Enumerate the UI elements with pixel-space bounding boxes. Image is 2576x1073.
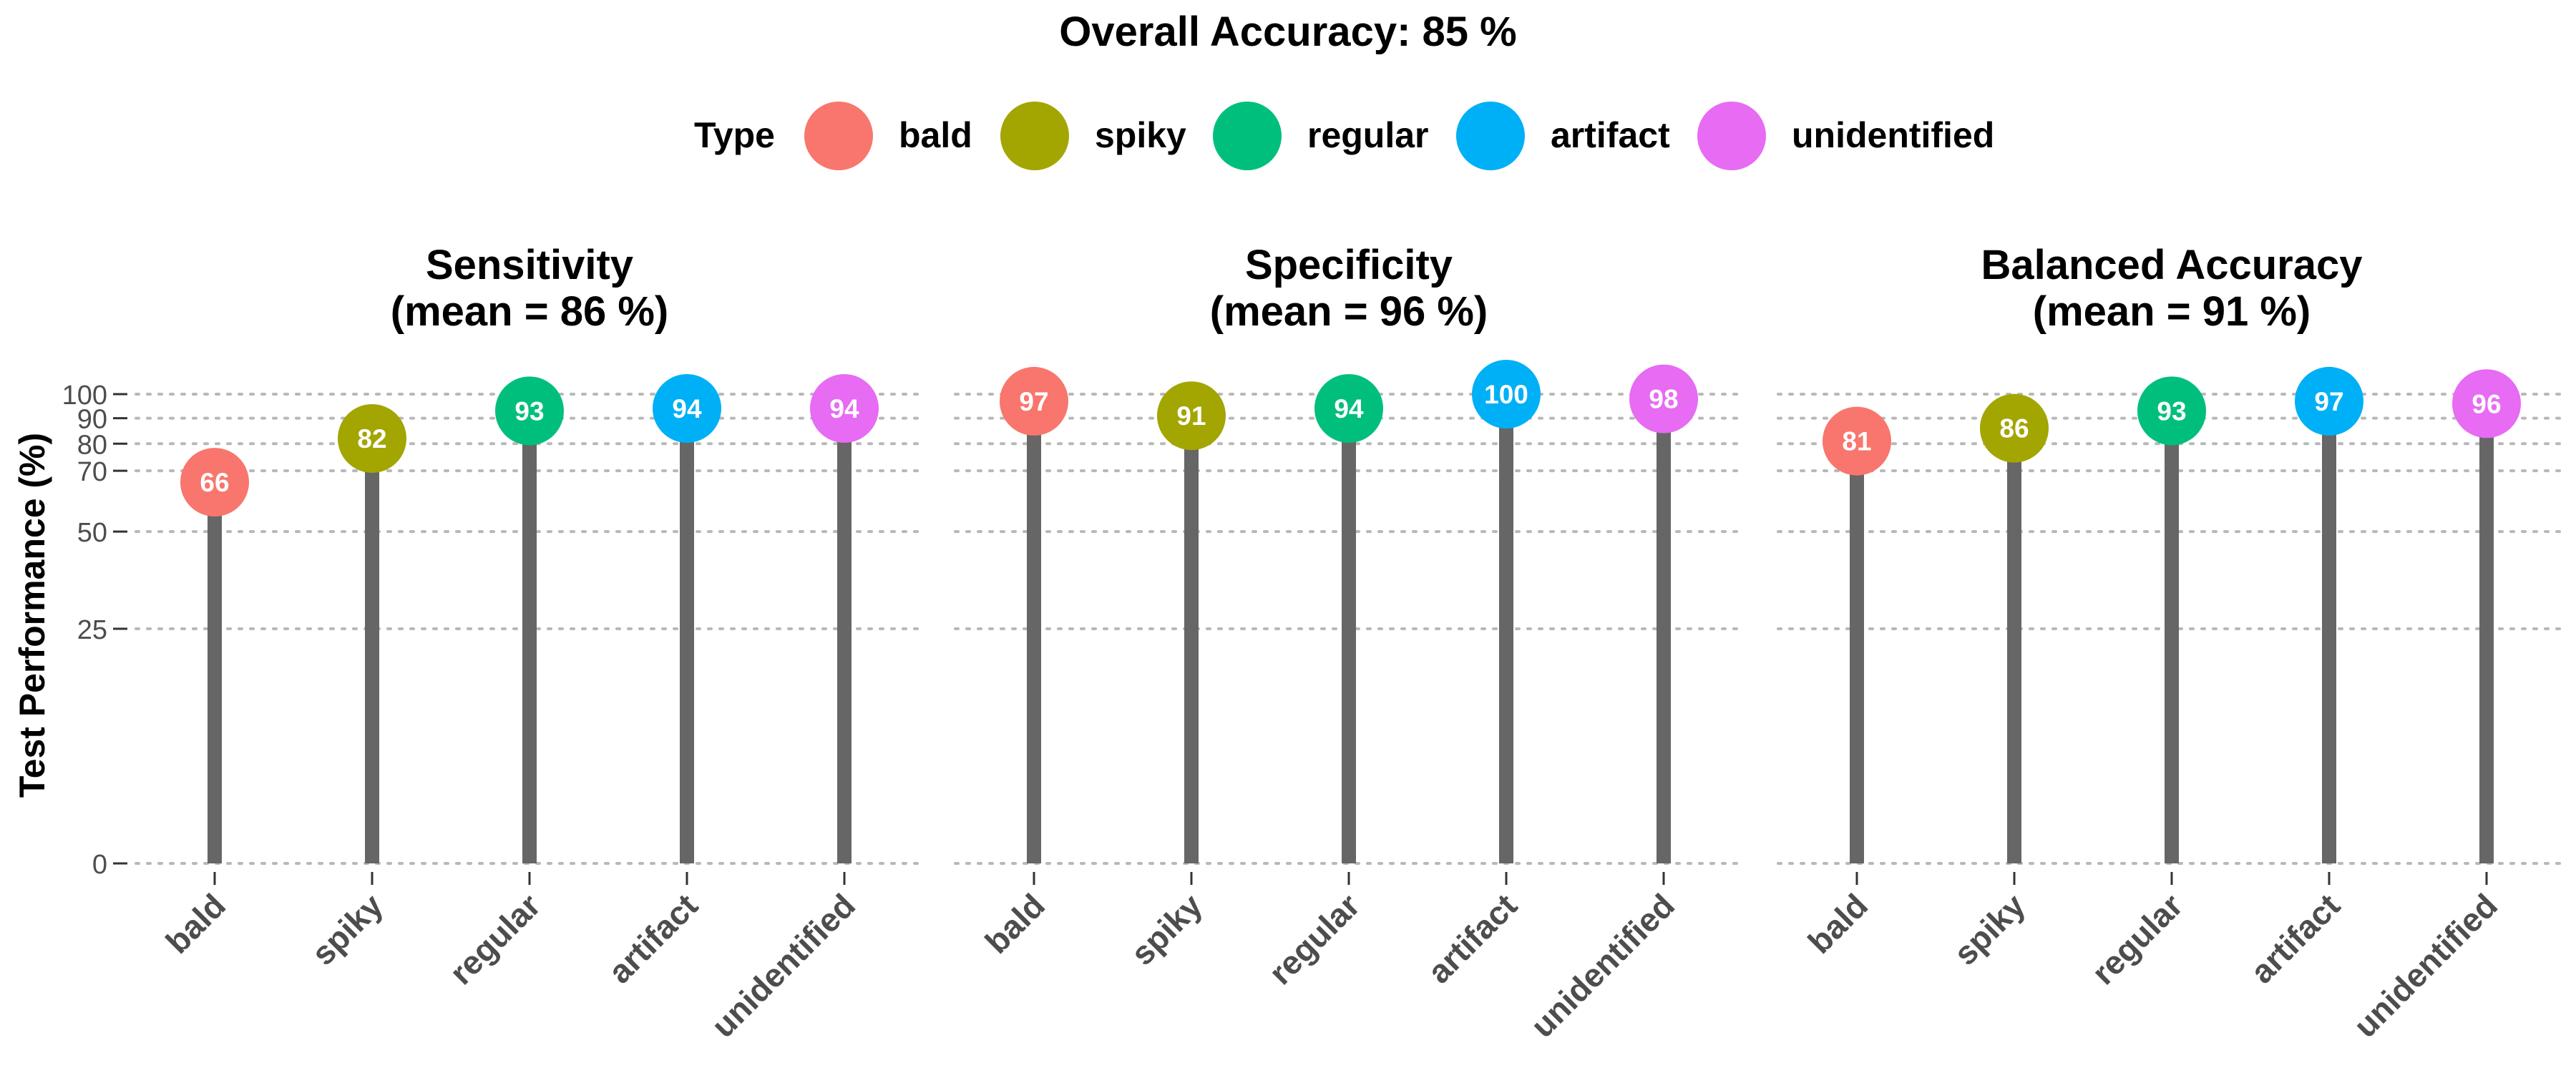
value-label-bald: 97 [1019, 387, 1048, 416]
legend-label-bald: bald [899, 115, 972, 155]
panel-subtitle: (mean = 91 %) [2033, 288, 2311, 335]
legend-swatch-unidentified [1697, 102, 1766, 170]
legend-swatch-bald [804, 102, 873, 170]
x-tick-label-bald: bald [977, 886, 1052, 961]
legend-swatch-regular [1213, 102, 1282, 170]
lollipop-dot-regular [495, 376, 564, 446]
value-label-spiky: 86 [1999, 414, 2029, 444]
x-tick-label-bald: bald [158, 886, 233, 961]
lollipop-dot-unidentified [2452, 369, 2521, 438]
legend: Type bald spiky regular artifact unidentifie… [694, 102, 1994, 170]
panels: Sensitivity(mean = 86 %) 66 bald 82 spiky 93 r… [135, 242, 2567, 1044]
value-label-bald: 81 [1842, 427, 1871, 456]
y-tick-label: 50 [77, 518, 107, 548]
legend-label-unidentified: unidentified [1792, 115, 1994, 155]
lollipop-dot-bald [180, 448, 249, 517]
x-tick-label-regular: regular [2084, 886, 2190, 991]
y-tick-label: 80 [77, 430, 107, 460]
x-tick-label-unidentified: unidentified [704, 886, 862, 1044]
legend-swatch-spiky [1000, 102, 1069, 170]
value-label-artifact: 94 [672, 394, 702, 423]
y-axis-label: Test Performance (%) [12, 433, 52, 798]
legend-title: Type [694, 115, 775, 155]
legend-label-regular: regular [1307, 115, 1429, 155]
panel-subtitle: (mean = 96 %) [1210, 288, 1488, 335]
x-tick-label-bald: bald [1800, 886, 1875, 961]
value-label-regular: 94 [1334, 394, 1364, 423]
panel-title: Balanced Accuracy [1981, 242, 2362, 288]
panel-subtitle: (mean = 86 %) [391, 288, 668, 335]
panel-1: Specificity(mean = 96 %) 97 bald 91 spiky 94 r… [954, 242, 1744, 1044]
value-label-regular: 93 [2157, 396, 2186, 426]
x-tick-label-spiky: spiky [1123, 886, 1209, 972]
lollipop-dot-unidentified [810, 373, 879, 443]
y-tick-label: 90 [77, 405, 107, 435]
y-tick-label: 100 [62, 381, 107, 411]
panel-title: Specificity [1245, 242, 1453, 288]
value-label-spiky: 91 [1176, 401, 1206, 431]
panel-2: Balanced Accuracy(mean = 91 %) 81 bald 86 sp… [1777, 242, 2567, 1044]
x-tick-label-unidentified: unidentified [1523, 886, 1682, 1044]
chart-title: Overall Accuracy: 85 % [1059, 9, 1516, 55]
lollipop-dot-artifact [653, 373, 721, 443]
value-label-artifact: 100 [1484, 380, 1528, 409]
value-label-artifact: 97 [2314, 387, 2343, 416]
lollipop-dot-artifact [1472, 360, 1541, 428]
value-label-bald: 66 [200, 468, 229, 497]
lollipop-dot-artifact [2295, 366, 2363, 436]
x-tick-label-regular: regular [1262, 886, 1367, 991]
x-tick-label-unidentified: unidentified [2346, 886, 2504, 1044]
value-label-unidentified: 98 [1649, 385, 1678, 414]
y-tick-label: 25 [77, 615, 107, 645]
legend-swatch-artifact [1456, 102, 1525, 170]
lollipop-dot-regular [2137, 376, 2206, 446]
value-label-regular: 93 [514, 396, 544, 426]
lollipop-dot-spiky [338, 403, 406, 473]
panel-title: Sensitivity [426, 242, 633, 288]
lollipop-dot-spiky [1980, 393, 2049, 463]
x-tick-label-regular: regular [442, 886, 547, 991]
y-tick-label: 0 [92, 850, 107, 880]
x-tick-label-artifact: artifact [1420, 886, 1524, 990]
lollipop-dot-bald [1000, 366, 1068, 436]
lollipop-dot-spiky [1157, 381, 1226, 451]
y-tick-label: 70 [77, 457, 107, 487]
lollipop-dot-unidentified [1629, 364, 1698, 433]
x-tick-label-spiky: spiky [1946, 886, 2032, 972]
panel-0: Sensitivity(mean = 86 %) 66 bald 82 spiky 93 r… [135, 242, 924, 1044]
x-tick-label-artifact: artifact [2243, 886, 2347, 990]
x-tick-label-spiky: spiky [304, 886, 390, 972]
lollipop-dot-bald [1823, 406, 1891, 476]
value-label-unidentified: 94 [829, 394, 859, 423]
lollipop-dot-regular [1314, 373, 1383, 443]
value-label-spiky: 82 [357, 424, 386, 454]
legend-label-artifact: artifact [1551, 115, 1670, 155]
value-label-unidentified: 96 [2472, 389, 2501, 418]
x-tick-label-artifact: artifact [601, 886, 705, 990]
legend-label-spiky: spiky [1095, 115, 1186, 155]
